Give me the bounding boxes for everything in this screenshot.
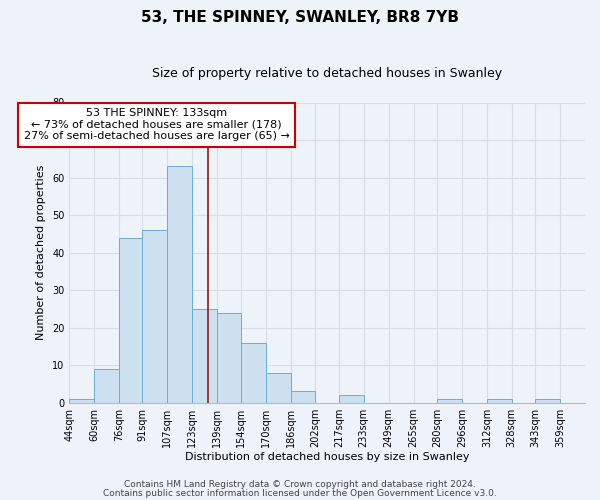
Bar <box>266 372 290 402</box>
Bar <box>69 399 94 402</box>
Bar <box>290 392 316 402</box>
X-axis label: Distribution of detached houses by size in Swanley: Distribution of detached houses by size … <box>185 452 469 462</box>
Text: Contains HM Land Registry data © Crown copyright and database right 2024.: Contains HM Land Registry data © Crown c… <box>124 480 476 489</box>
Bar <box>535 399 560 402</box>
Bar <box>142 230 167 402</box>
Bar <box>94 369 119 402</box>
Bar <box>193 309 217 402</box>
Y-axis label: Number of detached properties: Number of detached properties <box>37 165 46 340</box>
Bar <box>487 399 512 402</box>
Text: Contains public sector information licensed under the Open Government Licence v3: Contains public sector information licen… <box>103 488 497 498</box>
Bar <box>437 399 462 402</box>
Text: 53, THE SPINNEY, SWANLEY, BR8 7YB: 53, THE SPINNEY, SWANLEY, BR8 7YB <box>141 10 459 25</box>
Bar <box>119 238 142 402</box>
Title: Size of property relative to detached houses in Swanley: Size of property relative to detached ho… <box>152 68 502 80</box>
Bar <box>167 166 193 402</box>
Bar <box>241 342 266 402</box>
Text: 53 THE SPINNEY: 133sqm
← 73% of detached houses are smaller (178)
27% of semi-de: 53 THE SPINNEY: 133sqm ← 73% of detached… <box>23 108 289 142</box>
Bar <box>217 312 241 402</box>
Bar <box>339 395 364 402</box>
